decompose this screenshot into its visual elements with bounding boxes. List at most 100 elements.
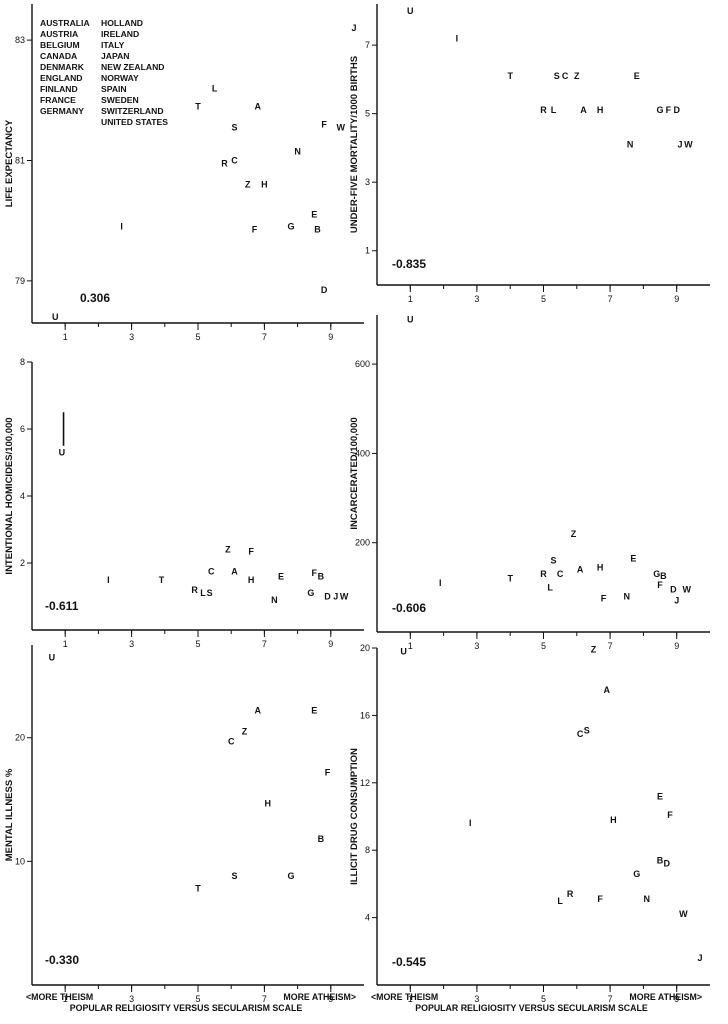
x-tick-label: 1	[63, 639, 68, 649]
y-tick-label: 16	[360, 710, 370, 720]
data-point-A: A	[580, 105, 587, 115]
y-tick-label: 6	[20, 424, 25, 434]
data-point-S: S	[584, 726, 590, 736]
legend-entry: GERMANY	[40, 106, 84, 116]
y-tick-label: 400	[355, 448, 370, 458]
data-point-R: R	[191, 585, 198, 595]
data-point-S: S	[554, 71, 560, 81]
y-tick-label: 20	[15, 733, 25, 743]
y-tick-label: 2	[20, 558, 25, 568]
chart-panel-2: 1 3 5 7 9 1 3 5 7 UNDER-FIVE MORTALITY/1000 BIRTH…	[349, 4, 710, 304]
data-point-F: F	[666, 105, 672, 115]
data-point-E: E	[634, 71, 640, 81]
data-point-D: D	[670, 585, 677, 595]
data-point-Z: Z	[591, 645, 597, 655]
data-point-I: I	[107, 575, 110, 585]
legend-entry: NORWAY	[101, 73, 139, 83]
x-caption-left: <MORE THEISM	[371, 992, 438, 1002]
data-point-W: W	[340, 592, 349, 602]
data-point-G: G	[657, 105, 664, 115]
legend-entry: IRELAND	[101, 29, 139, 39]
data-point-U: U	[49, 652, 56, 662]
data-point-L: L	[200, 588, 206, 598]
data-point-N: N	[271, 595, 278, 605]
x-tick-label: 9	[328, 994, 333, 1004]
data-point-T: T	[159, 575, 165, 585]
legend-entry: SPAIN	[101, 84, 127, 94]
x-tick-label: 1	[408, 641, 413, 651]
data-point-H: H	[597, 562, 604, 572]
data-point-Z: Z	[245, 180, 251, 190]
data-point-E: E	[311, 706, 317, 716]
data-point-H: H	[264, 798, 271, 808]
data-point-U: U	[407, 6, 414, 16]
data-point-A: A	[231, 566, 238, 576]
correlation-value: -0.835	[392, 257, 426, 271]
chart-panel-6: 1 3 5 7 9 4 8 12 16 20 ILLICIT DRUG CONSUMPTION -0.…	[349, 643, 710, 1004]
x-tick-label: 9	[674, 294, 679, 304]
legend-entry: ENGLAND	[40, 73, 83, 83]
data-point-I: I	[120, 222, 123, 232]
data-point-F: F	[311, 568, 317, 578]
legend-entry: BELGIUM	[40, 40, 80, 50]
x-tick-label: 5	[541, 994, 546, 1004]
data-point-F: F	[601, 594, 607, 604]
legend-entry: NEW ZEALAND	[101, 62, 165, 72]
data-point-B: B	[318, 571, 325, 581]
correlation-value: -0.611	[45, 599, 79, 613]
data-point-H: H	[597, 105, 604, 115]
data-point-U: U	[400, 646, 407, 656]
data-point-R: R	[540, 569, 547, 579]
y-axis-label: INCARCERATED/100,000	[349, 417, 360, 529]
data-point-S: S	[232, 122, 238, 132]
data-point-H: H	[261, 180, 268, 190]
y-axis-label: MENTAL ILLNESS %	[4, 768, 15, 861]
correlation-value: -0.606	[392, 601, 426, 615]
data-point-F: F	[321, 119, 327, 129]
data-point-B: B	[314, 225, 321, 235]
data-point-L: L	[557, 896, 563, 906]
y-tick-label: 4	[20, 491, 25, 501]
legend-entry: SWITZERLAND	[101, 106, 164, 116]
data-point-E: E	[311, 210, 317, 220]
data-point-U: U	[407, 314, 414, 324]
data-point-Z: Z	[571, 529, 577, 539]
data-point-J: J	[352, 23, 357, 33]
y-tick-label: 83	[15, 35, 25, 45]
legend-entry: AUSTRIA	[40, 29, 78, 39]
chart-panel-5: 1 3 5 7 9 10 20 MENTAL ILLNESS % -0.330 U A E ZC F H B S…	[4, 645, 364, 1004]
x-tick-label: 1	[408, 994, 413, 1004]
legend-entry: ITALY	[101, 40, 125, 50]
data-point-S: S	[550, 556, 556, 566]
x-caption-right: MORE ATHEISM>	[283, 992, 356, 1002]
data-point-T: T	[195, 101, 201, 111]
x-axis-captions: <MORE THEISM MORE ATHEISM>POPULAR RELIGIO…	[26, 992, 702, 1013]
data-point-D: D	[324, 592, 331, 602]
x-tick-label: 7	[608, 641, 613, 651]
y-tick-label: 81	[15, 155, 25, 165]
data-point-F: F	[667, 810, 673, 820]
y-axis-label: LIFE EXPECTANCY	[4, 119, 15, 207]
x-tick-label: 7	[608, 294, 613, 304]
x-tick-label: 9	[674, 994, 679, 1004]
data-point-L: L	[212, 83, 218, 93]
legend-entry: SWEDEN	[101, 95, 139, 105]
data-point-E: E	[630, 553, 636, 563]
data-point-B: B	[657, 855, 664, 865]
data-point-N: N	[624, 591, 631, 601]
data-point-L: L	[547, 582, 553, 592]
data-point-Z: Z	[242, 727, 248, 737]
data-point-Z: Z	[225, 545, 231, 555]
x-tick-label: 7	[608, 994, 613, 1004]
data-point-J: J	[678, 140, 683, 150]
x-tick-label: 5	[541, 641, 546, 651]
data-point-N: N	[643, 894, 650, 904]
legend-entry: FRANCE	[40, 95, 76, 105]
data-point-A: A	[255, 101, 262, 111]
data-point-W: W	[337, 122, 346, 132]
chart-panel-3: 1 3 5 7 9 2 4 6 8 INTENTIONAL HOMICIDES/100,000 -0…	[4, 357, 364, 649]
data-point-W: W	[682, 585, 691, 595]
x-tick-label: 5	[195, 332, 200, 342]
